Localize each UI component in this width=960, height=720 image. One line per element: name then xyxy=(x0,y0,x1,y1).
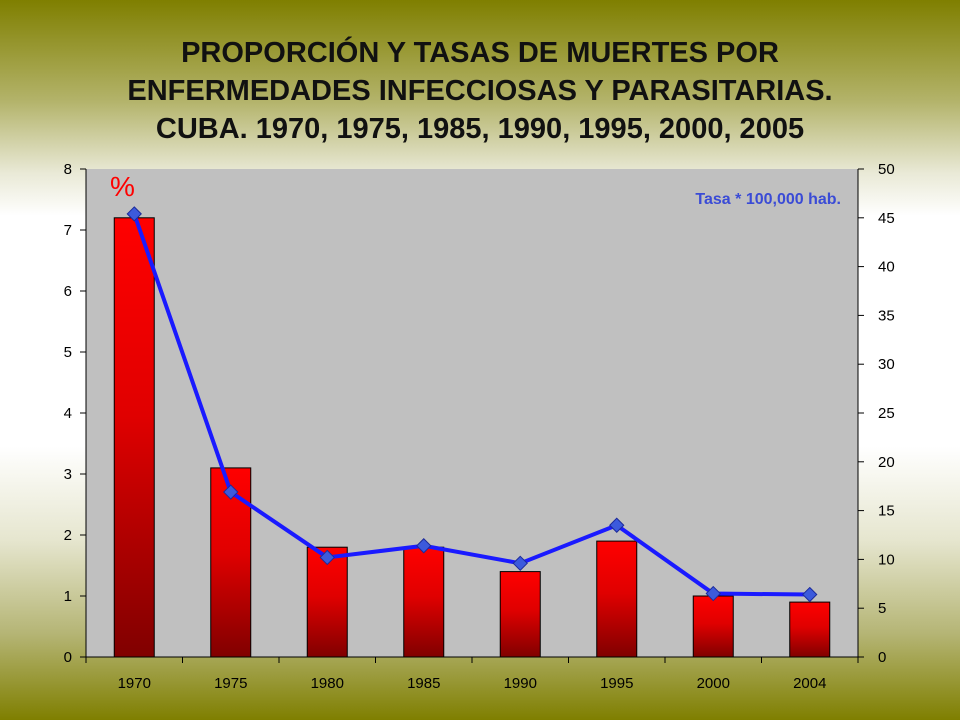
line-layer xyxy=(126,206,818,603)
left-tick-label: 1 xyxy=(64,588,72,605)
rate-marker-1970 xyxy=(126,206,142,222)
left-tick-label: 2 xyxy=(64,527,72,544)
right-tick-label: 15 xyxy=(878,503,895,520)
left-tick-label: 7 xyxy=(64,222,72,239)
right-tick-label: 35 xyxy=(878,307,895,324)
right-tick-label: 30 xyxy=(878,356,895,373)
bar-2004 xyxy=(789,601,831,658)
rate-marker-1985 xyxy=(416,538,432,554)
left-tick-label: 3 xyxy=(64,466,72,483)
title-line-3: CUBA. 1970, 1975, 1985, 1990, 1995, 2000… xyxy=(155,113,805,145)
x-tick-label-1975: 1975 xyxy=(214,675,247,692)
left-axis-label: % xyxy=(110,171,135,202)
x-tick-label-1995: 1995 xyxy=(600,675,633,692)
rate-marker-1975 xyxy=(223,484,239,500)
right-tick-label: 25 xyxy=(878,405,895,422)
bar-1980 xyxy=(306,546,348,658)
title-line-2: ENFERMEDADES INFECCIOSAS Y PARASITARIAS. xyxy=(127,75,833,107)
bar-2000 xyxy=(692,595,734,658)
right-tick-label: 10 xyxy=(878,551,895,568)
bar-1990 xyxy=(499,571,541,658)
right-tick-label: 5 xyxy=(878,600,886,617)
rate-marker-1980 xyxy=(319,549,335,566)
left-tick-label: 6 xyxy=(64,283,72,300)
rate-marker-1990 xyxy=(512,555,528,572)
bar-1995 xyxy=(596,540,638,658)
right-tick-label: 50 xyxy=(878,161,895,178)
x-tick-label-1990: 1990 xyxy=(504,675,537,692)
x-tick-label-1970: 1970 xyxy=(118,675,151,692)
rate-marker-2004 xyxy=(802,586,818,603)
right-axis-label: Tasa * 100,000 hab. xyxy=(695,191,841,208)
x-tick-label-1985: 1985 xyxy=(407,675,440,692)
right-tick-label: 0 xyxy=(878,649,886,666)
x-tick-label-1980: 1980 xyxy=(311,675,344,692)
x-tick-label-2004: 2004 xyxy=(793,675,826,692)
bar-1985 xyxy=(403,546,445,658)
rate-marker-2000 xyxy=(705,585,721,602)
right-tick-label: 20 xyxy=(878,454,895,471)
right-tick-label: 40 xyxy=(878,259,895,276)
chart-title: PROPORCIÓN Y TASAS DE MUERTES POR ENFERM… xyxy=(0,34,960,148)
rate-marker-1995 xyxy=(609,517,625,533)
x-tick-label-2000: 2000 xyxy=(697,675,730,692)
bar-1970 xyxy=(113,217,155,658)
title-line-1: PROPORCIÓN Y TASAS DE MUERTES POR xyxy=(181,37,779,69)
right-tick-label: 45 xyxy=(878,210,895,227)
left-tick-label: 5 xyxy=(64,344,72,361)
left-tick-label: 8 xyxy=(64,161,72,178)
left-tick-label: 4 xyxy=(64,405,72,422)
left-tick-label: 0 xyxy=(64,649,72,666)
rate-line xyxy=(132,213,810,597)
